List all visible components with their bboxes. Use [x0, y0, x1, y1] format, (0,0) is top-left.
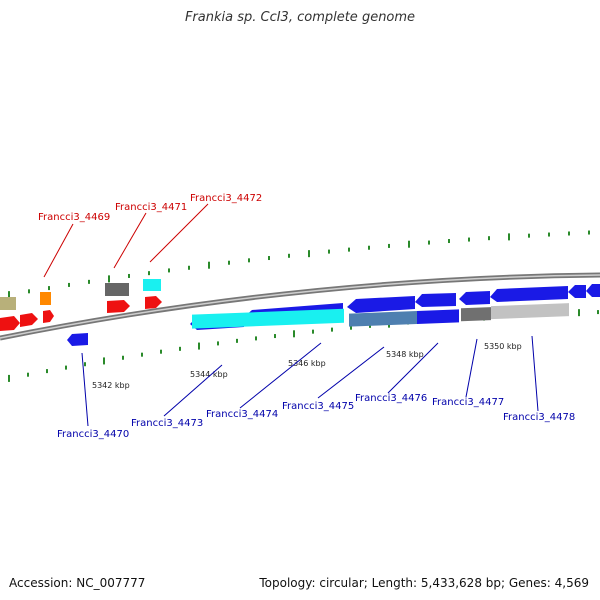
- gene-red-arrow-b[interactable]: [20, 313, 38, 327]
- outer-tick-mark: [408, 240, 410, 248]
- label-francci3-4476[interactable]: Francci3_4476: [355, 393, 427, 404]
- inner-tick-mark: [597, 310, 599, 315]
- inner-tick-mark: [46, 369, 48, 374]
- outer-tick-mark: [48, 286, 50, 291]
- gene-orange-feature[interactable]: [40, 292, 51, 305]
- reverse-strand-genes: [67, 284, 600, 346]
- gene-red-arrow-c[interactable]: [43, 310, 54, 323]
- label-francci3-4471[interactable]: Francci3_4471: [115, 202, 187, 213]
- gene-olive-feature[interactable]: [0, 297, 16, 310]
- outer-tick-mark: [548, 232, 550, 237]
- outer-tick-mark: [388, 243, 390, 248]
- gene-francci3-4476-blue[interactable]: [417, 309, 459, 324]
- outer-tick-mark: [8, 291, 10, 299]
- outer-tick-mark: [268, 256, 270, 261]
- inner-tick-mark: [198, 342, 200, 350]
- outer-tick-mark: [188, 265, 190, 270]
- outer-tick-mark: [468, 237, 470, 242]
- outer-tick-mark: [128, 273, 130, 278]
- label-francci3-4472[interactable]: Francci3_4472: [190, 193, 262, 204]
- inner-tick-mark: [369, 323, 371, 328]
- gene-francci3-4475-arrow[interactable]: [347, 296, 415, 313]
- topology-text: Topology: circular; Length: 5,433,628 bp…: [259, 576, 589, 590]
- label-francci3-4470[interactable]: Francci3_4470: [57, 429, 129, 440]
- inner-tick-mark: [141, 352, 143, 357]
- inner-tick-mark: [255, 336, 257, 341]
- gene-francci3-4476-arrow[interactable]: [415, 293, 456, 307]
- inner-tick-mark: [331, 327, 333, 332]
- inner-tick-mark: [160, 349, 162, 354]
- outer-tick-mark: [68, 282, 70, 287]
- inner-tick-mark: [8, 374, 10, 382]
- inner-tick-mark: [217, 341, 219, 346]
- forward-strand-genes: [0, 279, 162, 331]
- scale-label-5350: 5350 kbp: [484, 342, 522, 351]
- outer-tick-mark: [568, 231, 570, 236]
- forward-gene-labels: Francci3_4469 Francci3_4471 Francci3_447…: [38, 193, 262, 278]
- outer-tick-mark: [588, 230, 590, 235]
- outer-tick-mark: [328, 249, 330, 254]
- outer-tick-mark: [488, 236, 490, 241]
- outer-tick-mark: [228, 260, 230, 265]
- label-francci3-4473[interactable]: Francci3_4473: [131, 418, 203, 429]
- accession-text: Accession: NC_007777: [9, 576, 146, 590]
- inner-tick-mark: [274, 334, 276, 339]
- inner-tick-mark: [27, 372, 29, 377]
- outer-tick-mark: [168, 268, 170, 273]
- gene-francci3-4469-arrow[interactable]: [0, 316, 20, 331]
- reverse-gene-labels: Francci3_4470 Francci3_4473 Francci3_447…: [57, 335, 575, 440]
- gene-francci3-4475-steel[interactable]: [349, 310, 417, 327]
- label-francci3-4469[interactable]: Francci3_4469: [38, 212, 110, 223]
- outer-tick-mark: [348, 247, 350, 252]
- gene-francci3-4478-light[interactable]: [491, 303, 569, 320]
- inner-tick-mark: [122, 355, 124, 360]
- inner-tick-mark: [293, 330, 295, 338]
- gene-francci3-4472-cyan[interactable]: [143, 279, 161, 291]
- gene-francci3-4477-arrow[interactable]: [459, 291, 490, 305]
- outer-tick-mark: [508, 233, 510, 241]
- gene-francci3-4478-arrow[interactable]: [490, 286, 568, 302]
- outer-tick-mark: [148, 271, 150, 276]
- inner-tick-mark: [84, 362, 86, 367]
- outer-tick-mark: [208, 261, 210, 269]
- gene-francci3-4474-cyan[interactable]: [192, 308, 344, 329]
- scale-label-5348: 5348 kbp: [386, 350, 424, 359]
- outer-tick-ring: [8, 230, 590, 299]
- inner-tick-mark: [350, 325, 352, 330]
- gene-francci3-4470-arrow[interactable]: [67, 333, 88, 346]
- gene-francci3-4472-arrow[interactable]: [145, 296, 162, 309]
- gene-francci3-4477-grey[interactable]: [461, 307, 491, 322]
- outer-tick-mark: [108, 275, 110, 283]
- label-francci3-4477[interactable]: Francci3_4477: [432, 397, 504, 408]
- outer-tick-mark: [448, 239, 450, 244]
- outer-tick-mark: [88, 279, 90, 284]
- scale-label-5346: 5346 kbp: [288, 359, 326, 368]
- inner-tick-mark: [236, 338, 238, 343]
- outer-tick-mark: [428, 240, 430, 245]
- inner-tick-mark: [578, 309, 580, 317]
- gene-blue-arrow-end-a[interactable]: [568, 285, 586, 298]
- label-francci3-4475[interactable]: Francci3_4475: [282, 401, 354, 412]
- gene-francci3-4471-arrow[interactable]: [107, 300, 130, 313]
- inner-tick-mark: [312, 329, 314, 334]
- outer-tick-mark: [248, 258, 250, 263]
- inner-tick-mark: [103, 357, 105, 365]
- label-francci3-4478[interactable]: Francci3_4478: [503, 412, 575, 423]
- scale-label-5342: 5342 kbp: [92, 381, 130, 390]
- outer-tick-mark: [308, 250, 310, 258]
- outer-tick-mark: [28, 289, 30, 294]
- outer-tick-mark: [528, 233, 530, 238]
- gene-francci3-4471-grey[interactable]: [105, 283, 129, 296]
- scale-labels: 5342 kbp 5344 kbp 5346 kbp 5348 kbp 5350…: [92, 342, 522, 390]
- scale-label-5344: 5344 kbp: [190, 370, 228, 379]
- inner-tick-mark: [65, 365, 67, 370]
- label-francci3-4474[interactable]: Francci3_4474: [206, 409, 278, 420]
- outer-tick-mark: [368, 245, 370, 250]
- gene-blue-arrow-end-b[interactable]: [586, 284, 600, 297]
- map-title: Frankia sp. CcI3, complete genome: [184, 10, 416, 25]
- outer-tick-mark: [288, 253, 290, 258]
- inner-tick-mark: [179, 346, 181, 351]
